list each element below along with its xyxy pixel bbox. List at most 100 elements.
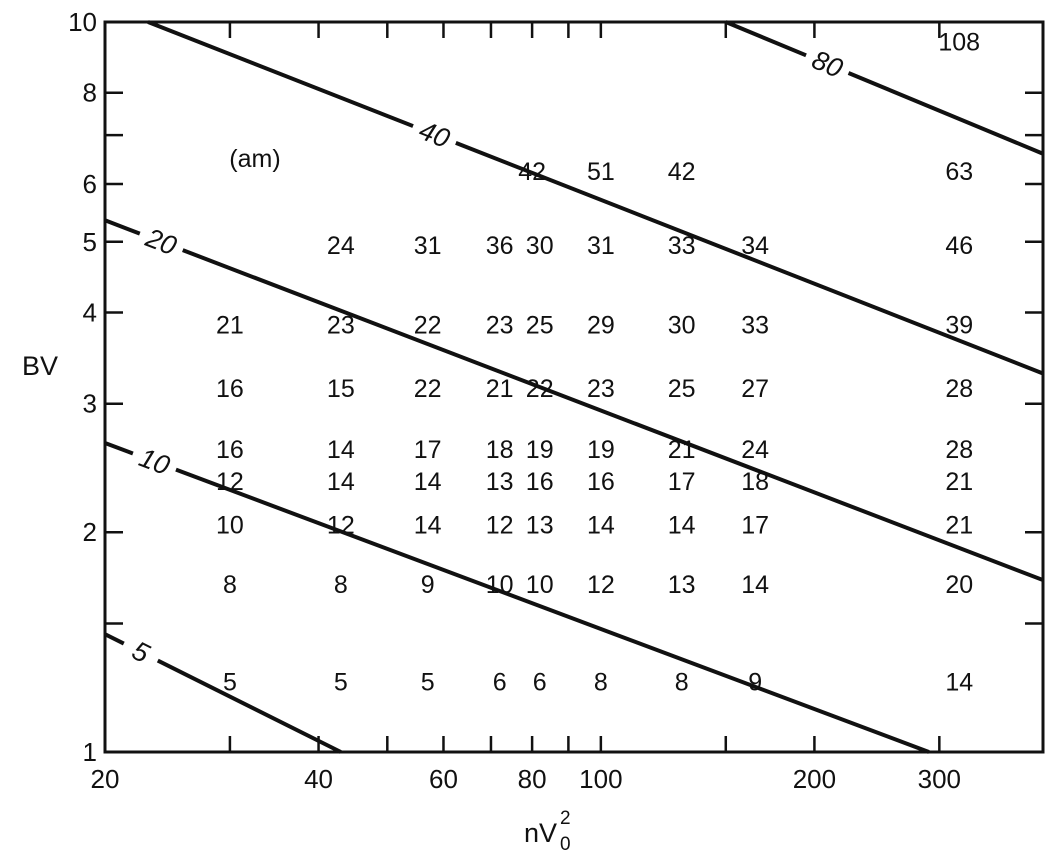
contour-5: 5 — [104, 632, 342, 754]
data-value: 17 — [668, 468, 696, 496]
x-tick-label: 20 — [91, 764, 120, 794]
data-value: 13 — [526, 511, 554, 539]
x-tick-label: 40 — [304, 764, 333, 794]
x-axis-label-subscript: 0 — [560, 834, 571, 855]
data-value: 34 — [741, 232, 769, 260]
contour-label: 20 — [141, 222, 181, 261]
data-value: 9 — [748, 668, 762, 696]
x-tick-label: 200 — [793, 764, 836, 794]
data-value: 6 — [533, 668, 547, 696]
contour-20: 20 — [104, 218, 1044, 582]
data-value: 10 — [486, 571, 514, 599]
data-value: 10 — [216, 511, 244, 539]
contour-line-segment — [104, 218, 141, 236]
x-tick-label: 80 — [518, 764, 547, 794]
data-value: 20 — [945, 571, 973, 599]
data-value: 31 — [587, 232, 615, 260]
contour-line-segment — [156, 658, 342, 754]
data-value: 24 — [741, 436, 769, 464]
data-value: 17 — [741, 511, 769, 539]
data-value: 30 — [526, 232, 554, 260]
contour-lines: 5 10 20 40 80 — [104, 20, 1044, 754]
data-value: 33 — [741, 312, 769, 340]
y-tick-label: 2 — [83, 517, 97, 547]
contour-line-segment — [847, 71, 1044, 156]
y-axis-label: BV — [22, 351, 58, 381]
data-value: 12 — [486, 511, 514, 539]
contour-line-segment — [725, 20, 807, 58]
data-value: 6 — [493, 668, 507, 696]
data-value: 108 — [938, 29, 980, 57]
data-value: 8 — [334, 571, 348, 599]
data-value: 10 — [526, 571, 554, 599]
data-value: 22 — [414, 312, 442, 340]
data-value: 16 — [216, 436, 244, 464]
contour-line-segment — [182, 248, 1044, 582]
data-value: 23 — [327, 312, 355, 340]
y-tick-label: 3 — [83, 389, 97, 419]
data-value: 5 — [334, 668, 348, 696]
contour-line-segment — [455, 141, 1044, 376]
contour-line-segment — [104, 632, 125, 646]
data-value: 22 — [526, 375, 554, 403]
data-value: 14 — [945, 668, 973, 696]
data-value: 16 — [587, 468, 615, 496]
contour-label: 10 — [135, 442, 174, 481]
data-value: 8 — [675, 668, 689, 696]
contour-label: 80 — [808, 45, 847, 84]
y-tick-label: 1 — [83, 737, 97, 767]
data-value: 24 — [327, 232, 355, 260]
unit-note: (am) — [229, 145, 280, 173]
data-value: 29 — [587, 312, 615, 340]
data-value: 14 — [327, 468, 355, 496]
data-value: 51 — [587, 158, 615, 186]
data-value: 19 — [526, 436, 554, 464]
contour-line-segment — [147, 20, 414, 128]
data-value: 27 — [741, 375, 769, 403]
data-value: 23 — [587, 375, 615, 403]
plot-frame — [103, 20, 1045, 754]
data-value: 13 — [668, 571, 696, 599]
data-value: 42 — [518, 158, 546, 186]
data-value: 39 — [945, 312, 973, 340]
data-value: 30 — [668, 312, 696, 340]
data-value: 12 — [327, 511, 355, 539]
data-value: 22 — [414, 375, 442, 403]
data-value: 28 — [945, 436, 973, 464]
contour-line-segment — [175, 467, 930, 754]
data-value: 16 — [216, 375, 244, 403]
data-value: 9 — [421, 571, 435, 599]
data-value: 18 — [741, 468, 769, 496]
data-value: 13 — [486, 468, 514, 496]
data-value: 14 — [327, 436, 355, 464]
y-tick-label: 8 — [83, 78, 97, 108]
y-tick-label: 10 — [68, 7, 97, 37]
data-value: 21 — [668, 436, 696, 464]
data-value: 31 — [414, 232, 442, 260]
data-value: 21 — [945, 511, 973, 539]
data-value: 21 — [945, 468, 973, 496]
axis-ticks — [103, 20, 1043, 754]
data-value: 63 — [945, 158, 973, 186]
data-value: 15 — [327, 375, 355, 403]
data-value: 12 — [216, 468, 244, 496]
data-value: 17 — [414, 436, 442, 464]
x-axis-label-main: nV — [524, 818, 557, 848]
data-value: 36 — [486, 232, 514, 260]
x-tick-label: 100 — [579, 764, 622, 794]
data-value: 5 — [223, 668, 237, 696]
contour-line-segment — [104, 441, 134, 456]
contour-80: 80 — [725, 20, 1044, 156]
x-axis-label-superscript: 2 — [560, 808, 571, 829]
y-tick-label: 4 — [83, 297, 97, 327]
data-value: 18 — [486, 436, 514, 464]
x-tick-label: 300 — [918, 764, 961, 794]
y-tick-label: 6 — [83, 169, 97, 199]
data-value: 14 — [414, 511, 442, 539]
data-value: 21 — [216, 312, 244, 340]
data-value: 21 — [486, 375, 514, 403]
data-value: 42 — [668, 158, 696, 186]
data-value: 14 — [587, 511, 615, 539]
data-values: 42 51 42 63 24 31 36 30 31 33 34 46 21 23 22 23 25 29 30 33… — [216, 29, 980, 697]
